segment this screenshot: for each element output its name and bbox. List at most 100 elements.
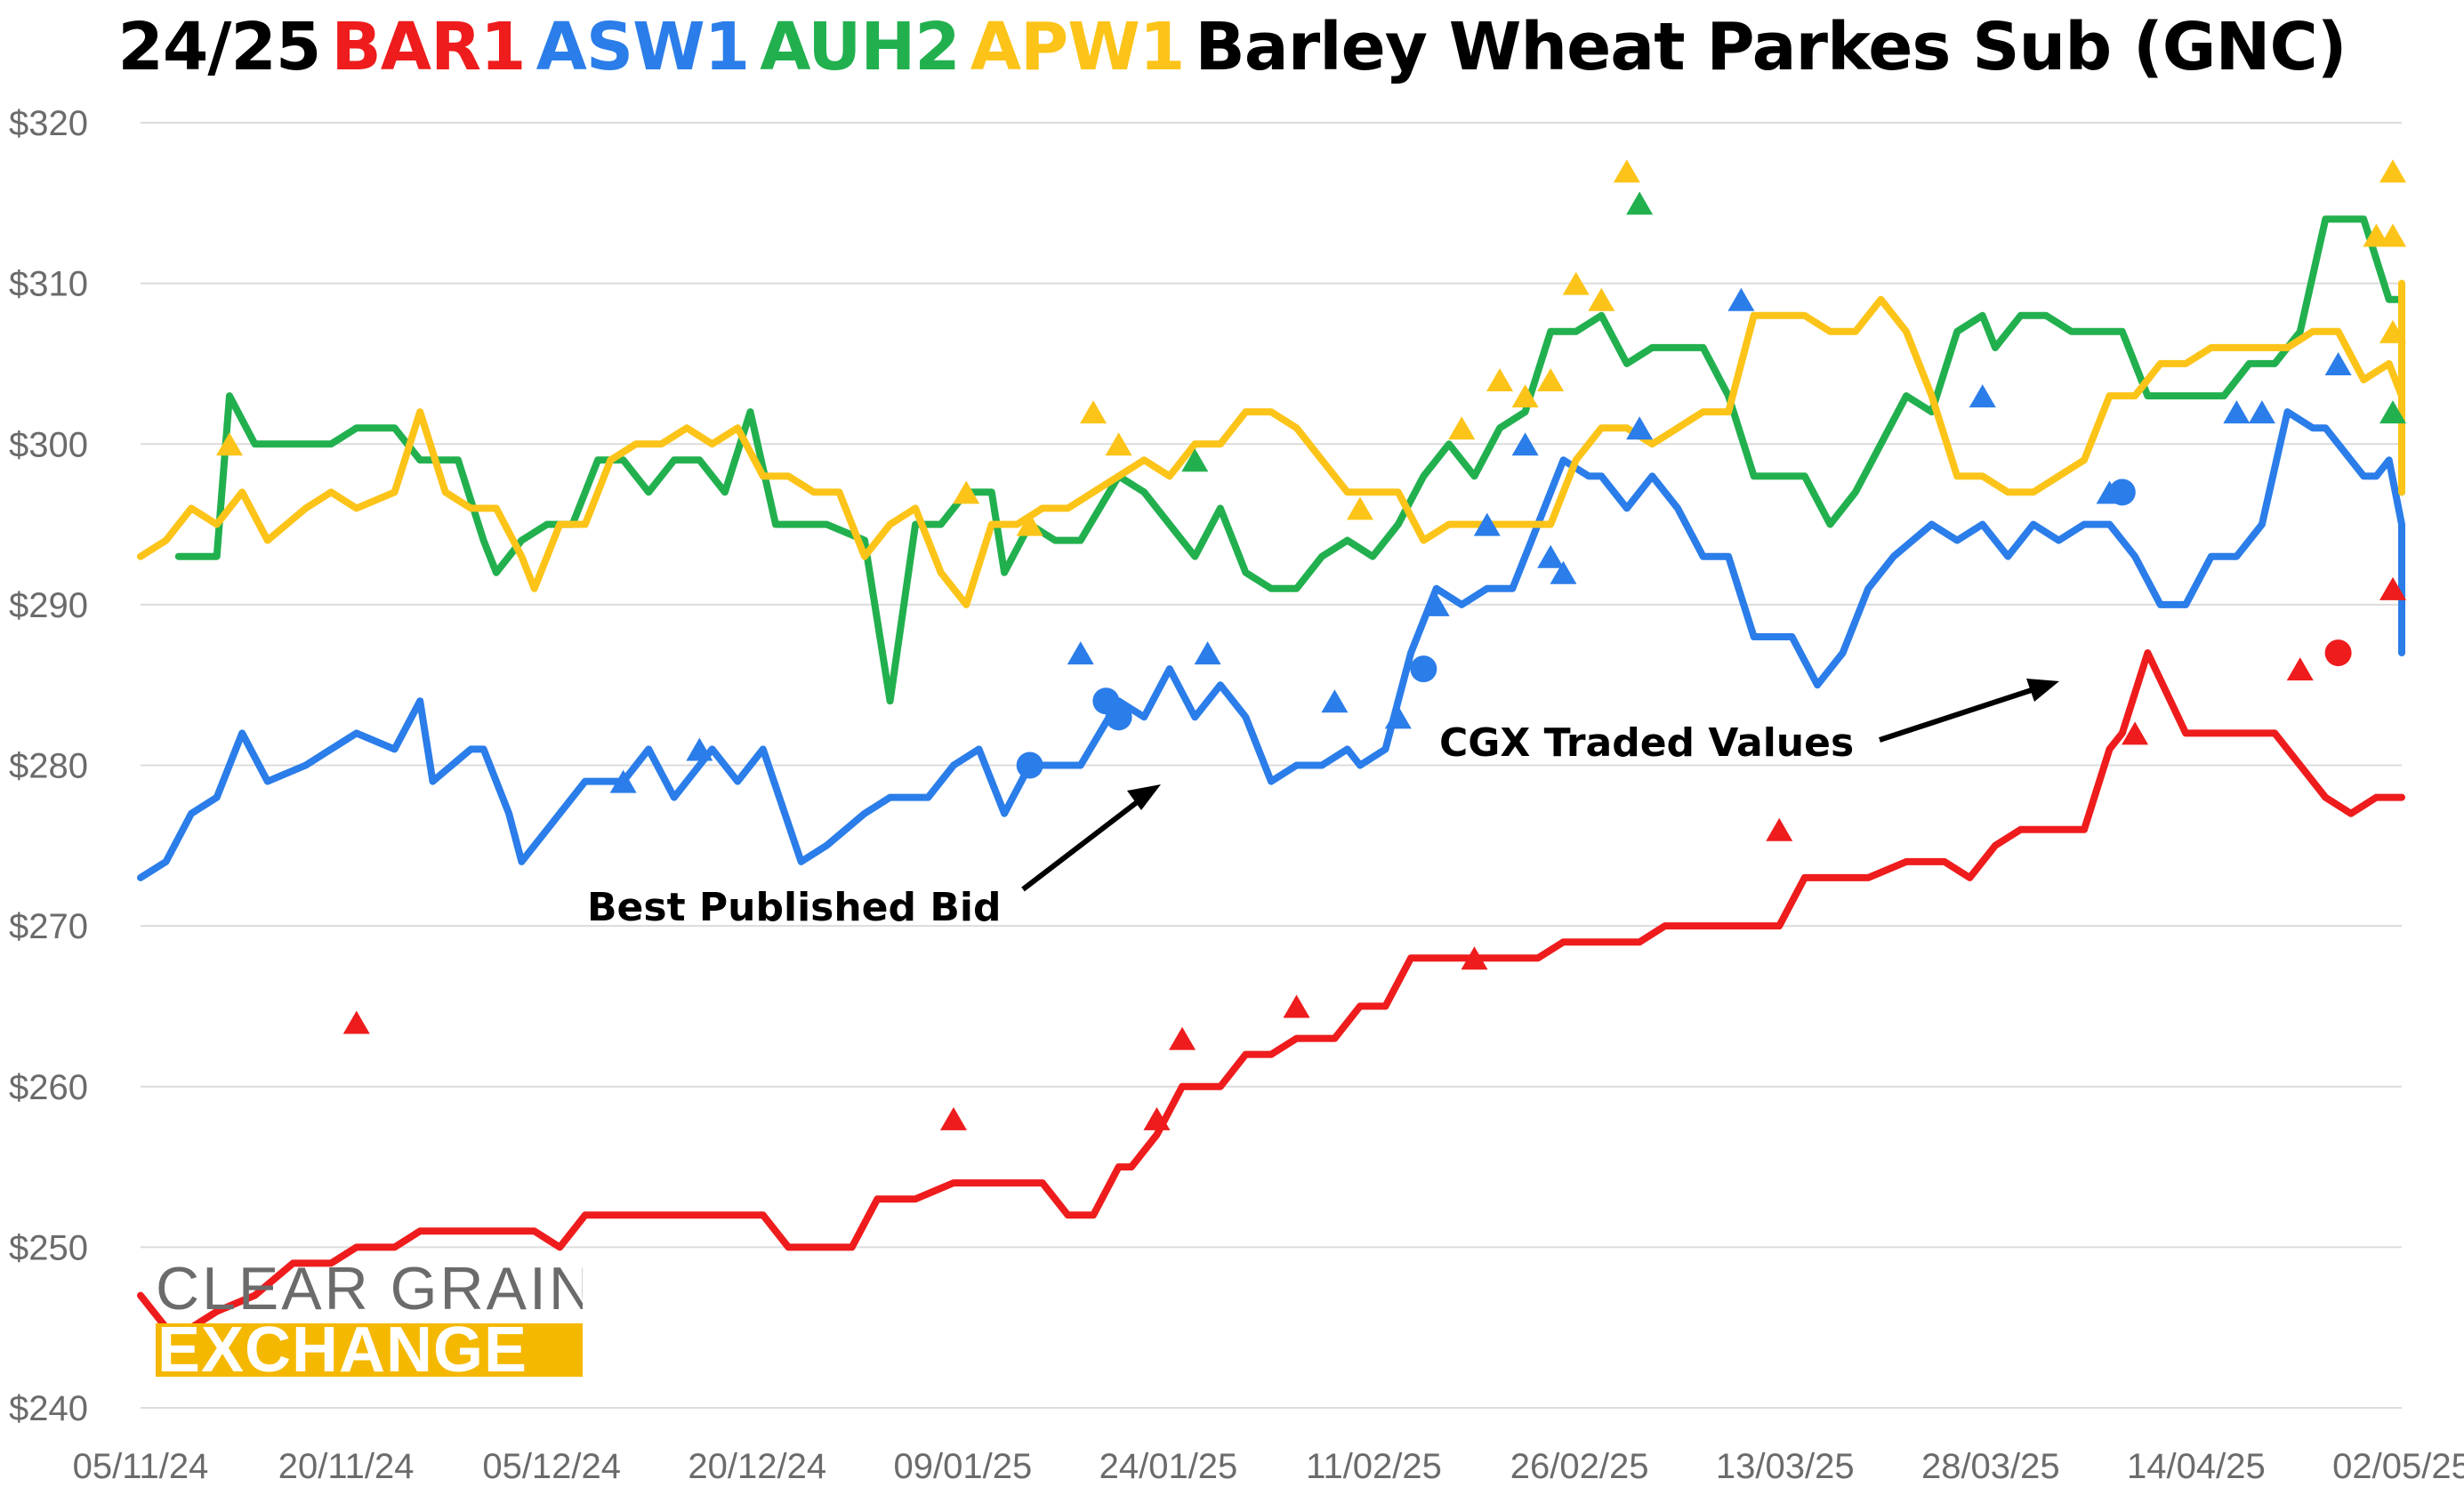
series-line-auh2 (174, 215, 2405, 705)
traded-marker-apw1 (1537, 368, 1565, 391)
traded-marker-asw1 (1727, 287, 1755, 311)
series-line-asw1 (137, 408, 2405, 881)
traded-marker-bar1 (1143, 1106, 1171, 1130)
traded-marker-bar1 (2122, 721, 2149, 745)
traded-marker-auh2 (1181, 448, 1209, 472)
traded-marker-asw1 (1537, 544, 1565, 568)
traded-marker-asw1 (609, 769, 637, 793)
x-tick-label: 28/03/25 (1921, 1447, 2060, 1486)
grid-lines (141, 122, 2402, 1409)
traded-value-markers (215, 159, 2406, 1130)
traded-marker-bar1 (2379, 576, 2406, 600)
x-tick-label: 13/03/25 (1716, 1447, 1855, 1486)
traded-marker-asw1 (1321, 689, 1349, 713)
logo-text-exchange: EXCHANGE (157, 1314, 527, 1386)
traded-marker-apw1 (1016, 512, 1043, 536)
title-part-0: 24/25 (117, 9, 321, 85)
traded-marker-asw1 (1067, 641, 1094, 665)
x-tick-label: 05/12/24 (482, 1447, 621, 1486)
annotation-best-published-bid: Best Published Bid (587, 885, 1001, 930)
traded-marker-asw1 (1384, 705, 1412, 729)
y-tick-label: $320 (9, 104, 88, 143)
x-tick-label: 24/01/25 (1099, 1447, 1238, 1486)
annotation-arrowhead-cgx (2026, 679, 2059, 702)
traded-marker-apw1 (2379, 319, 2406, 343)
y-tick-label: $310 (9, 265, 88, 304)
traded-marker-asw1 (1422, 592, 1450, 616)
traded-marker-bar1 (1766, 817, 1793, 841)
x-tick-label: 20/11/24 (278, 1447, 415, 1486)
traded-marker-apw1 (2379, 159, 2406, 183)
traded-marker-asw1 (686, 737, 713, 761)
x-tick-label: 02/05/25 (2332, 1447, 2464, 1486)
traded-marker-apw1 (1486, 368, 1514, 391)
x-tick-label: 11/02/25 (1306, 1447, 1442, 1486)
x-tick-label: 14/04/25 (2127, 1447, 2266, 1486)
series-line-apw1 (137, 279, 2405, 608)
traded-marker-apw1 (1562, 271, 1590, 295)
traded-marker-asw1 (1016, 752, 1043, 779)
traded-marker-apw1 (1588, 287, 1615, 311)
annotation-cgx-traded-values: CGX Traded Values (1439, 720, 1854, 766)
traded-marker-apw1 (1346, 496, 1373, 520)
y-tick-label: $240 (9, 1389, 88, 1428)
traded-marker-asw1 (2108, 478, 2136, 506)
traded-marker-auh2 (2379, 400, 2406, 424)
x-tick-label: 26/02/25 (1510, 1447, 1649, 1486)
traded-marker-apw1 (1511, 384, 1539, 408)
y-tick-label: $250 (9, 1228, 88, 1267)
title-part-2: ASW1 (535, 9, 751, 85)
x-tick-label: 20/12/24 (688, 1447, 826, 1486)
x-tick-label: 09/01/25 (894, 1447, 1033, 1486)
traded-marker-bar1 (939, 1106, 967, 1130)
annotation-arrow-best-bid (1021, 792, 1149, 892)
traded-marker-asw1 (2223, 400, 2251, 424)
traded-marker-asw1 (1969, 384, 1996, 408)
x-tick-label: 05/11/24 (73, 1447, 209, 1486)
clear-grain-exchange-logo: CLEAR GRAIN EXCHANGE (156, 1255, 583, 1386)
title-part-3: AUH2 (760, 9, 961, 85)
traded-marker-asw1 (1473, 512, 1501, 536)
traded-marker-asw1 (2324, 351, 2352, 375)
y-tick-label: $270 (9, 907, 88, 946)
y-tick-label: $300 (9, 425, 88, 464)
logo-bar (156, 1323, 583, 1377)
title-part-5: Barley Wheat Parkes Sub (GNC) (1195, 9, 2347, 85)
traded-marker-bar1 (2324, 639, 2352, 667)
traded-marker-auh2 (1626, 191, 1654, 215)
traded-marker-asw1 (1550, 560, 1577, 584)
y-tick-label: $290 (9, 586, 88, 625)
x-axis-ticks: 05/11/24 20/11/24 05/12/24 20/12/24 09/01/25… (73, 1447, 2464, 1486)
traded-marker-bar1 (1283, 994, 1310, 1018)
annotation-arrow-cgx (1879, 685, 2041, 743)
series-line-bar1 (137, 649, 2405, 1331)
traded-marker-bar1 (342, 1010, 370, 1034)
traded-marker-bar1 (2286, 657, 2314, 681)
traded-marker-asw1 (1626, 416, 1654, 440)
traded-marker-apw1 (1448, 416, 1476, 440)
logo-text-clear-grain: CLEAR GRAIN (156, 1255, 583, 1322)
title-part-4: APW1 (970, 9, 1186, 85)
traded-marker-asw1 (1511, 432, 1539, 456)
traded-marker-apw1 (1613, 159, 1640, 183)
traded-marker-asw1 (1105, 703, 1132, 731)
traded-marker-asw1 (1410, 655, 1437, 683)
traded-marker-apw1 (1105, 432, 1132, 456)
series-lines (137, 215, 2405, 1331)
traded-marker-bar1 (1169, 1026, 1196, 1050)
traded-marker-apw1 (2379, 223, 2406, 247)
y-axis-ticks: $240 $250 $260 $270 $280 $290 $300 $310 $320 (9, 104, 88, 1428)
traded-marker-apw1 (215, 432, 243, 456)
annotation-arrowhead-best-bid (1127, 784, 1161, 810)
traded-marker-asw1 (1194, 641, 1221, 665)
traded-marker-apw1 (1080, 400, 1107, 424)
traded-marker-bar1 (1461, 946, 1488, 970)
y-tick-label: $260 (9, 1068, 88, 1107)
traded-marker-asw1 (2248, 400, 2275, 424)
y-tick-label: $280 (9, 747, 88, 786)
title-part-1: BAR1 (331, 9, 526, 85)
traded-marker-apw1 (953, 480, 980, 504)
chart-title: 24/25 BAR1 ASW1 AUH2 APW1 Barley Wheat Parkes… (0, 9, 2464, 85)
annotations: Best Published Bid CGX Traded Values (587, 679, 2059, 930)
